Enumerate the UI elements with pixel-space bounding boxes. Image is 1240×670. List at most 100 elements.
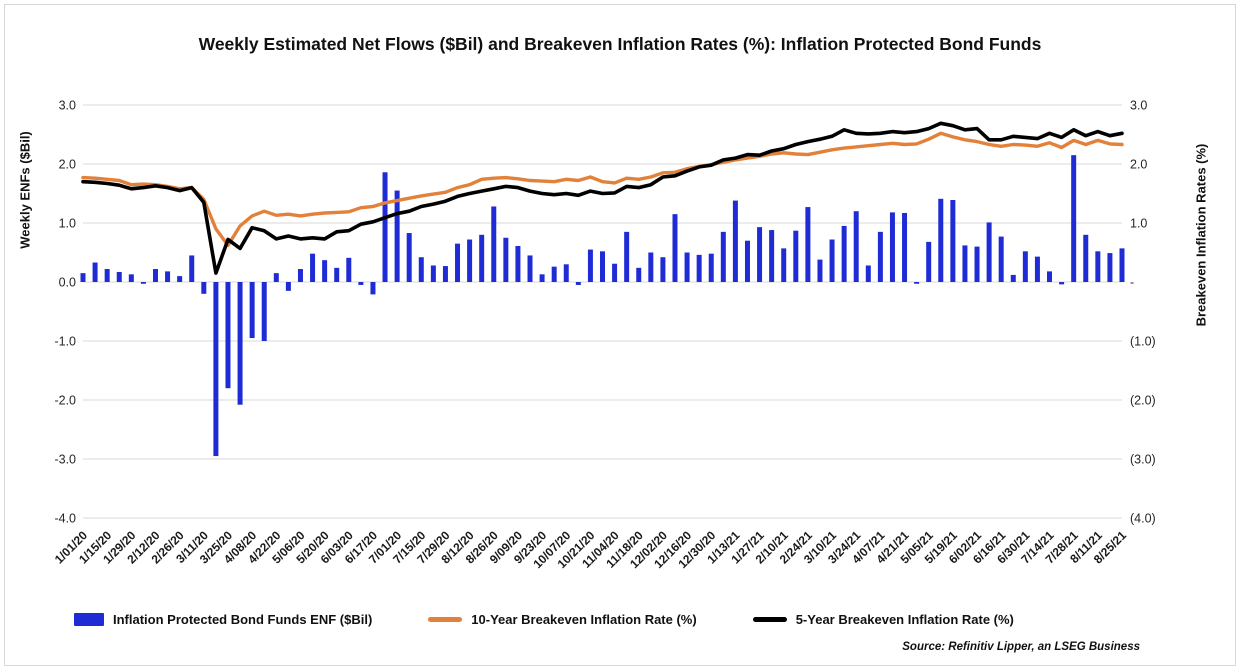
enf-bar [128, 274, 134, 282]
enf-bar [1119, 248, 1125, 282]
enf-bar [140, 282, 146, 284]
enf-bar [1034, 256, 1040, 282]
enf-bar [829, 239, 835, 282]
enf-bar [926, 241, 932, 282]
enf-bar [310, 253, 316, 282]
enf-bar [406, 233, 412, 282]
legend: Inflation Protected Bond Funds ENF ($Bil… [74, 612, 1014, 627]
enf-bar [744, 240, 750, 282]
legend-label-5yr: 5-Year Breakeven Inflation Rate (%) [795, 612, 1014, 627]
enf-bar [660, 257, 666, 282]
enf-bar [80, 273, 86, 282]
enf-bar [116, 271, 122, 282]
right-axis-tick: (3.0) [1130, 453, 1156, 467]
enf-bar [732, 200, 738, 282]
enf-bar [708, 253, 714, 282]
enf-bar [817, 259, 823, 282]
enf-bar [1022, 251, 1028, 282]
enf-bar [273, 273, 279, 282]
enf-bar [382, 172, 388, 282]
enf-bar [600, 251, 605, 282]
enf-bar [672, 214, 678, 282]
right-axis-tick: (1.0) [1130, 335, 1156, 349]
enf-bar [877, 231, 883, 282]
enf-bar [889, 212, 895, 282]
line-10yr-breakeven [81, 131, 1124, 248]
left-axis-tick: 2.0 [59, 158, 76, 172]
enf-bar [467, 239, 473, 282]
enf-bar [986, 222, 992, 282]
enf-bar [998, 236, 1004, 282]
enf-bar [962, 245, 968, 282]
enf-bar [491, 206, 497, 282]
enf-bar [781, 248, 787, 282]
legend-label-10yr: 10-Year Breakeven Inflation Rate (%) [471, 612, 697, 627]
enf-bar [104, 269, 110, 282]
enf-bar [938, 198, 944, 282]
enf-bar [950, 199, 956, 282]
enf-bar [805, 207, 811, 282]
enf-bar [418, 257, 424, 282]
enf-bar [1095, 251, 1101, 282]
enf-bar [612, 263, 618, 282]
right-axis-tick: 1.0 [1130, 217, 1147, 231]
enf-bar [696, 254, 702, 282]
enf-bar [720, 231, 726, 282]
left-axis-tick: 1.0 [59, 217, 76, 231]
enf-bar [684, 252, 690, 282]
enf-bar [1083, 234, 1089, 282]
right-axis-tick: 2.0 [1130, 158, 1147, 172]
enf-bar [636, 267, 642, 282]
left-axis-tick: 0.0 [59, 276, 76, 290]
enf-bar [575, 282, 581, 285]
enf-bar [515, 246, 521, 282]
enf-bar [394, 190, 400, 282]
enf-bar [322, 260, 328, 282]
source-note: Source: Refinitiv Lipper, an LSEG Busine… [902, 641, 1140, 653]
enf-bar [841, 225, 847, 282]
legend-label-enf: Inflation Protected Bond Funds ENF ($Bil… [113, 612, 373, 627]
enf-bar [249, 282, 255, 339]
enf-bar [165, 271, 171, 282]
enf-bar [261, 282, 267, 341]
enf-bar [430, 265, 436, 282]
right-axis-tick: 3.0 [1130, 99, 1147, 113]
legend-item-enf: Inflation Protected Bond Funds ENF ($Bil… [74, 612, 372, 627]
enf-bar [479, 234, 485, 282]
enf-bar [370, 282, 376, 295]
enf-bar [769, 230, 775, 282]
enf-bar [1010, 274, 1016, 282]
right-axis-tick: - [1130, 276, 1134, 290]
enf-bar [213, 282, 219, 457]
enf-bar [793, 230, 799, 282]
enf-bar [177, 276, 183, 282]
enf-bar [914, 282, 920, 284]
enf-bar [974, 246, 980, 282]
enf-bar [902, 212, 908, 282]
left-axis-tick: 3.0 [59, 99, 76, 113]
enf-bar [1059, 282, 1065, 285]
left-axis-tick: -3.0 [54, 453, 76, 467]
right-axis-tick: (2.0) [1130, 394, 1156, 408]
enf-bar [201, 282, 207, 294]
enf-bar [551, 266, 557, 282]
chart-title: Weekly Estimated Net Flows ($Bil) and Br… [198, 34, 1042, 54]
left-axis-tick: -4.0 [54, 512, 76, 526]
enf-bar [237, 282, 243, 405]
enf-bar [624, 231, 630, 282]
right-axis-tick: (4.0) [1130, 512, 1156, 526]
enf-bar [152, 269, 158, 282]
legend-item-5yr: 5-Year Breakeven Inflation Rate (%) [752, 612, 1014, 627]
enf-bar [853, 211, 859, 282]
enf-bar [346, 257, 352, 282]
enf-bar [455, 243, 461, 282]
enf-bar [225, 282, 231, 389]
enf-bar [563, 264, 569, 282]
enf-bar [297, 269, 303, 282]
enf-bar-swatch [74, 613, 104, 626]
enf-bar [1047, 271, 1053, 282]
enf-bar [1107, 253, 1113, 282]
five-year-line-swatch [752, 617, 787, 622]
left-axis-tick: -1.0 [54, 335, 76, 349]
